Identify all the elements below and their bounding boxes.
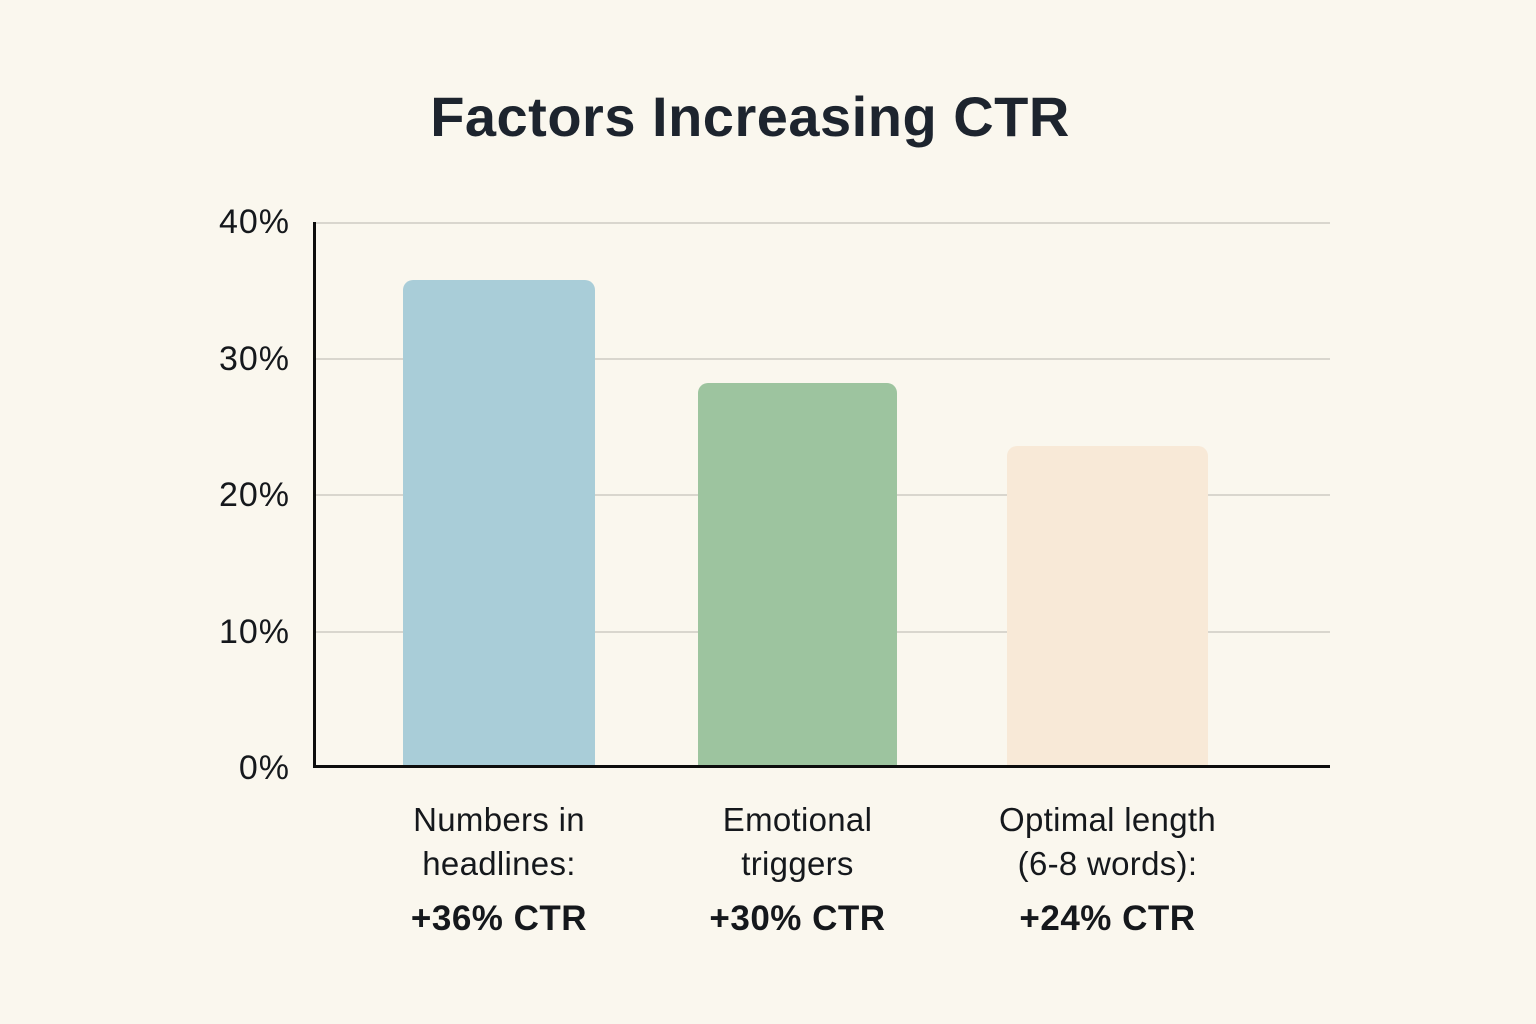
gridline-40 — [316, 222, 1330, 224]
category-line-1-2: headlines: — [422, 845, 576, 882]
y-tick-label-20: 20% — [218, 476, 290, 514]
gridline-30 — [316, 357, 1330, 360]
y-tick-label-40: 40% — [218, 203, 290, 241]
y-tick-label-0: 0% — [238, 749, 290, 787]
category-line-2-2: triggers — [741, 845, 854, 882]
category-line-3-2: (6-8 words): — [1017, 845, 1198, 882]
y-tick-label-30: 30% — [218, 339, 290, 378]
y-tick-label-10: 10% — [218, 612, 290, 651]
category-label-1: Numbers in headlines: +36% CTR — [309, 798, 689, 941]
chart-title: Factors Increasing CTR — [430, 85, 1070, 148]
plot-area — [313, 222, 1330, 768]
bar-1 — [403, 280, 595, 765]
category-line-2-1: Emotional — [722, 801, 873, 838]
y-axis-labels: 0% 10% 20% 30% 40% — [0, 203, 290, 787]
ctr-value-2: +30% CTR — [709, 899, 886, 938]
category-line-3-1: Optimal length — [999, 801, 1216, 838]
ctr-value-1: +36% CTR — [410, 899, 588, 938]
category-label-3: Optimal length (6-8 words): +24% CTR — [918, 798, 1298, 941]
ctr-value-3: +24% CTR — [1019, 899, 1196, 938]
x-axis-labels: Numbers in headlines: +36% CTR Emotional tri… — [316, 798, 1330, 958]
category-label-2: Emotional triggers +30% CTR — [608, 798, 988, 941]
category-line-1-1: Numbers in — [413, 801, 585, 838]
bar-2 — [698, 383, 897, 765]
bar-3 — [1007, 446, 1208, 765]
